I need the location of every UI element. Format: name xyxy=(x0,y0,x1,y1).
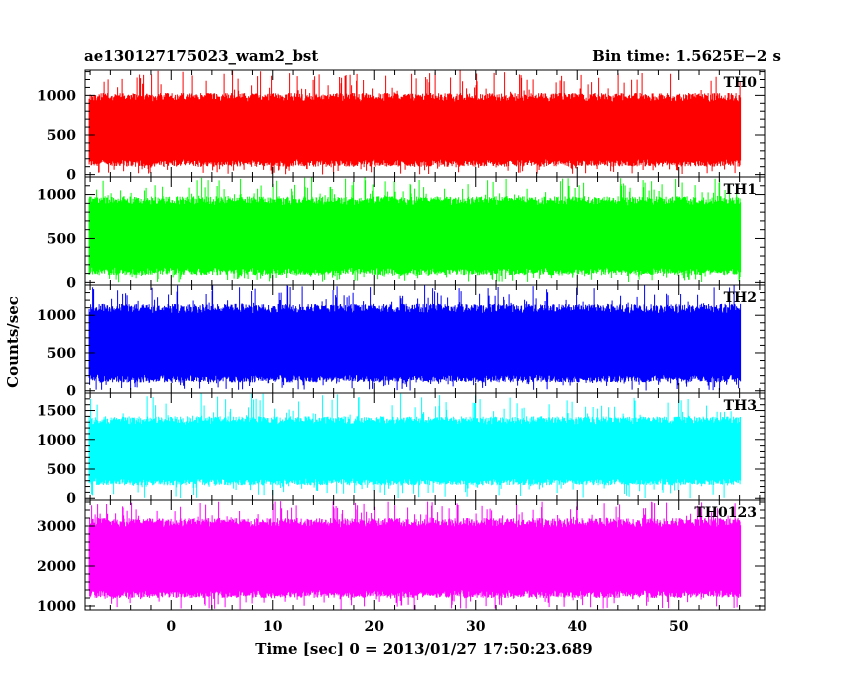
y-tick-label: 1000 xyxy=(37,433,76,449)
y-tick-label: 0 xyxy=(66,275,76,291)
x-axis-label: Time [sec] 0 = 2013/01/27 17:50:23.689 xyxy=(255,640,592,658)
series-th0123 xyxy=(88,501,742,610)
y-tick-label: 0 xyxy=(66,168,76,184)
panel-th0123: 1000 2000 3000 TH0123 xyxy=(37,499,766,615)
series-th0 xyxy=(88,70,742,175)
panel-frame xyxy=(84,499,766,611)
panel-th3: 0 500 1000 1500 TH3 xyxy=(37,392,766,507)
x-tick-label: 30 xyxy=(466,619,486,635)
x-tick-label: 40 xyxy=(567,619,587,635)
y-tick-label: 1000 xyxy=(37,88,76,104)
y-tick-label: 1000 xyxy=(37,599,76,615)
y-tick-label: 500 xyxy=(47,346,76,362)
y-tick-label: 0 xyxy=(66,384,76,400)
series-th2 xyxy=(88,285,742,391)
x-tick-label: 10 xyxy=(263,619,283,635)
y-tick-label: 2000 xyxy=(37,559,76,575)
y-tick-label: 0 xyxy=(66,491,76,507)
panel-label: TH3 xyxy=(724,398,757,414)
panel-th1: 0 500 1000 TH1 xyxy=(37,176,766,291)
panel-th2: 0 500 1000 TH2 xyxy=(37,284,766,400)
panel-label: TH1 xyxy=(724,182,757,198)
series-th1 xyxy=(88,177,742,283)
panel-th0: 0 500 1000 TH0 xyxy=(37,69,766,184)
y-tick-label: 1000 xyxy=(37,188,76,204)
chart-title-right: Bin time: 1.5625E−2 s xyxy=(592,47,781,65)
y-tick-label: 1500 xyxy=(37,404,76,420)
x-tick-label: 50 xyxy=(669,619,689,635)
y-tick-label: 3000 xyxy=(37,519,76,535)
y-tick-label: 1000 xyxy=(37,308,76,324)
panel-label: TH0 xyxy=(724,75,758,91)
panel-label: TH2 xyxy=(724,290,757,306)
y-tick-label: 500 xyxy=(47,128,76,144)
y-tick-label: 500 xyxy=(47,462,76,478)
x-tick-label: 0 xyxy=(166,619,176,635)
panel-label: TH0123 xyxy=(694,505,757,521)
series-th3 xyxy=(88,393,742,499)
chart-title-left: ae130127175023_wam2_bst xyxy=(84,47,318,65)
y-tick-label: 500 xyxy=(47,232,76,248)
x-tick-label: 20 xyxy=(365,619,385,635)
y-axis-label: Counts/sec xyxy=(4,296,22,388)
